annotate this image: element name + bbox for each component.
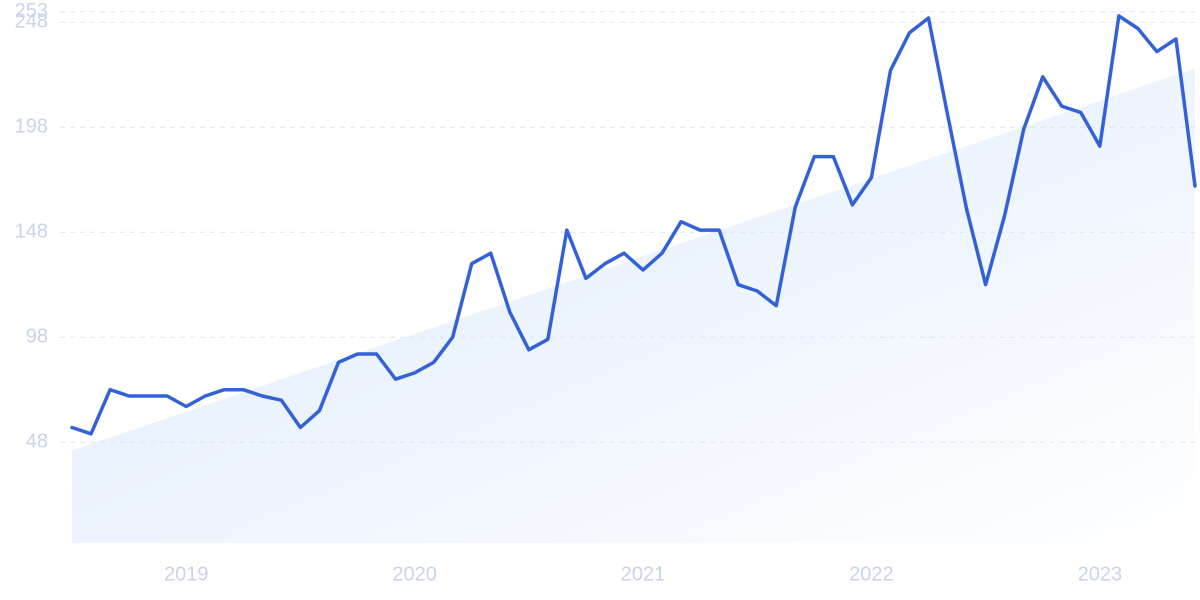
x-tick-label: 2019 [164, 563, 209, 585]
line [70, 14, 1197, 436]
x-tick-label: 2020 [392, 563, 437, 585]
y-tick-label: 48 [26, 430, 48, 452]
y-tick-label: 98 [26, 325, 48, 347]
x-tick-label: 2021 [621, 563, 666, 585]
x-tick-label: 2023 [1078, 563, 1123, 585]
trend-area [72, 68, 1195, 544]
y-tick-label: 253 [15, 0, 48, 22]
x-tick-label: 2022 [849, 563, 894, 585]
y-tick-label: 198 [15, 115, 48, 137]
y-tick-label: 248 [15, 10, 48, 32]
y-tick-label: 148 [15, 220, 48, 242]
